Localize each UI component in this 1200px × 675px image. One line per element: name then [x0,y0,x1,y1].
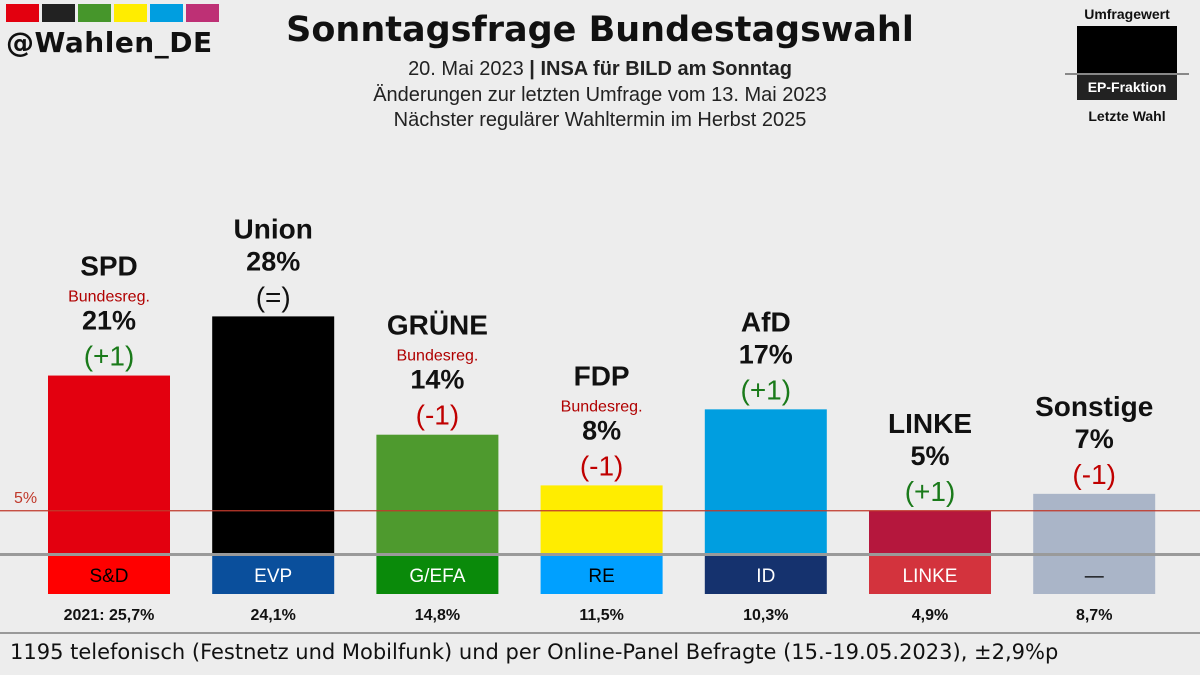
value-label: 17% [739,339,793,369]
change-label: (-1) [580,450,624,481]
subtitle-line-1: 20. Mai 2023 | INSA für BILD am Sonntag [0,58,1200,81]
ep-group-box [212,556,335,594]
change-label: (-1) [416,400,460,431]
ep-group-label: S&D [89,566,128,587]
last-election-label: 14,8% [415,607,460,624]
ep-group-label: ID [756,566,775,587]
subtitle-line-2: Änderungen zur letzten Umfrage vom 13. M… [373,84,827,106]
footer-divider [0,632,1200,634]
party-label: GRÜNE [387,310,488,341]
subtitle-line-3: Nächster regulärer Wahltermin im Herbst … [393,109,807,131]
last-election-label: 24,1% [251,607,296,624]
change-label: (+1) [905,476,956,507]
bar-grüne [376,434,499,553]
ep-group-box [540,556,663,594]
ep-group-label: EVP [254,566,292,587]
separator: | [529,58,535,80]
bar-fdp [540,485,663,553]
change-label: (+1) [84,341,135,372]
bar-linke [869,510,991,553]
legend: Umfragewert EP-Fraktion Letzte Wahl [1065,6,1189,124]
value-label: 14% [410,365,464,395]
party-label: LINKE [888,408,972,439]
bar-sonstige [1033,493,1156,553]
last-election-label: 2021: 25,7% [64,607,155,624]
ep-group-box [704,556,827,594]
party-label: Union [234,213,313,244]
value-label: 8% [582,415,621,445]
ep-group-box [869,556,991,594]
party-label: Sonstige [1035,391,1153,422]
ep-group-label: RE [588,566,614,587]
pollster: INSA für BILD am Sonntag [540,58,792,80]
logo-stripe [6,4,39,22]
party-label: AfD [741,306,791,337]
logo-stripes [6,4,219,22]
account-handle: @Wahlen_DE [6,26,213,59]
last-election-label: 8,7% [1076,607,1112,624]
last-election-label: 11,5% [579,607,623,624]
bar-spd [48,375,170,553]
last-election-label: 4,9% [912,607,948,624]
value-label: 28% [246,246,300,276]
ep-group-box [376,556,499,594]
legend-bar-swatch [1065,26,1189,75]
government-label: Bundesreg. [561,398,643,415]
ep-group-label: — [1085,566,1104,587]
ep-group-box [1033,556,1156,594]
government-label: Bundesreg. [396,348,478,365]
value-label: 5% [910,441,949,471]
chart-title: Sonntagsfrage Bundestagswahl [286,10,914,50]
legend-ep-label: EP-Fraktion [1077,74,1177,100]
change-label: (=) [256,281,291,312]
logo-stripe [114,4,147,22]
logo-stripe [186,4,219,22]
ep-group-label: LINKE [903,566,958,587]
footer-note: 1195 telefonisch (Festnetz und Mobilfunk… [10,640,1059,664]
last-election-label: 10,3% [743,607,788,624]
government-label: Bundesreg. [68,289,150,306]
threshold-label: 5% [14,490,37,507]
legend-last-election-label: Letzte Wahl [1088,108,1166,124]
value-label: 21% [82,306,136,336]
change-label: (+1) [741,374,792,405]
logo-stripe [42,4,75,22]
bar-afd [704,409,827,553]
legend-poll-label: Umfragewert [1084,6,1170,22]
bar-union [212,316,335,553]
change-label: (-1) [1072,459,1116,490]
party-label: FDP [574,360,630,391]
baseline [0,553,1200,556]
legend-baseline [1065,73,1189,75]
value-label: 7% [1075,424,1114,454]
logo-stripe [150,4,183,22]
party-label: SPD [80,251,138,282]
poll-date: 20. Mai 2023 [408,58,524,80]
logo-stripe [78,4,111,22]
ep-group-label: G/EFA [409,566,465,587]
ep-group-box [48,556,170,594]
